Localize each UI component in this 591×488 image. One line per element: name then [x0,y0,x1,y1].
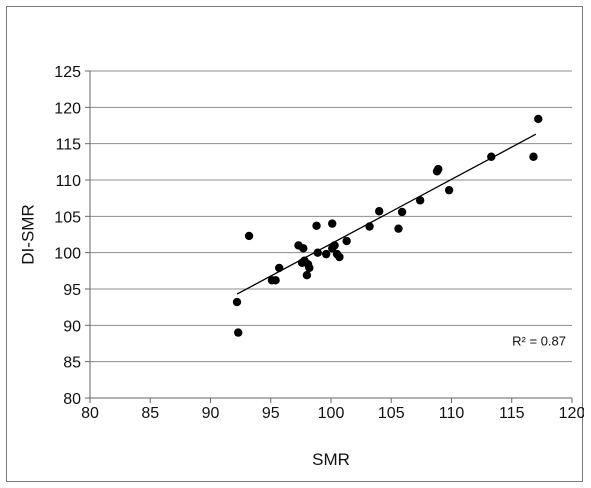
data-point [375,207,384,216]
x-tick-label: 85 [141,405,159,422]
data-point [434,164,443,174]
trendline [236,133,537,295]
data-point [312,221,321,230]
data-point [415,196,425,205]
data-point [271,276,280,285]
y-tick-label: 100 [54,246,81,263]
y-tick-label: 105 [54,209,81,226]
data-point [444,185,454,195]
data-point [394,224,403,233]
x-tick-label: 95 [262,405,280,422]
data-point [299,244,308,253]
x-tick-label: 100 [318,405,345,422]
data-point [234,328,243,337]
x-tick-label: 105 [378,405,405,422]
y-tick-label: 90 [63,318,81,335]
data-point [232,297,242,307]
y-tick-label: 120 [54,100,81,117]
y-tick-label: 80 [63,391,81,408]
chart-frame: 80 85 90 95 100 105 110 115 120 125 80 85 90 95 100 10… [6,6,584,482]
data-point [335,252,344,262]
y-tick-label: 110 [55,173,81,190]
x-tick-label: 120 [559,405,584,422]
r-squared-annotation: R² = 0.87 [512,334,566,349]
data-point [321,249,331,259]
data-point [529,152,538,161]
gridlines [90,70,572,363]
data-point [244,231,254,241]
scatter-chart: 80 85 90 95 100 105 110 115 120 125 80 85 90 95 100 10… [18,64,584,469]
y-axis-title: DI-SMR [18,204,37,264]
y-tick-label: 125 [54,64,81,81]
trendline-group [236,133,537,295]
x-axis-title: SMR [312,450,350,469]
y-tick-label: 95 [63,282,81,299]
data-point [342,236,351,246]
x-tick-label: 110 [439,405,465,422]
x-tick-label: 115 [499,405,525,422]
x-tick-label: 90 [202,405,220,422]
data-point [534,114,543,124]
data-point [313,248,322,257]
data-points [232,114,543,337]
data-point [302,270,312,280]
data-point [328,219,337,228]
y-tick-labels: 80 85 90 95 100 105 110 115 120 125 [54,64,81,408]
axes [85,70,573,403]
x-tick-label: 80 [81,405,99,422]
y-tick-label: 115 [55,137,81,154]
data-point [305,263,314,273]
data-point [397,207,407,217]
y-tick-label: 85 [63,355,81,372]
x-tick-labels: 80 85 90 95 100 105 110 115 120 [81,405,584,422]
